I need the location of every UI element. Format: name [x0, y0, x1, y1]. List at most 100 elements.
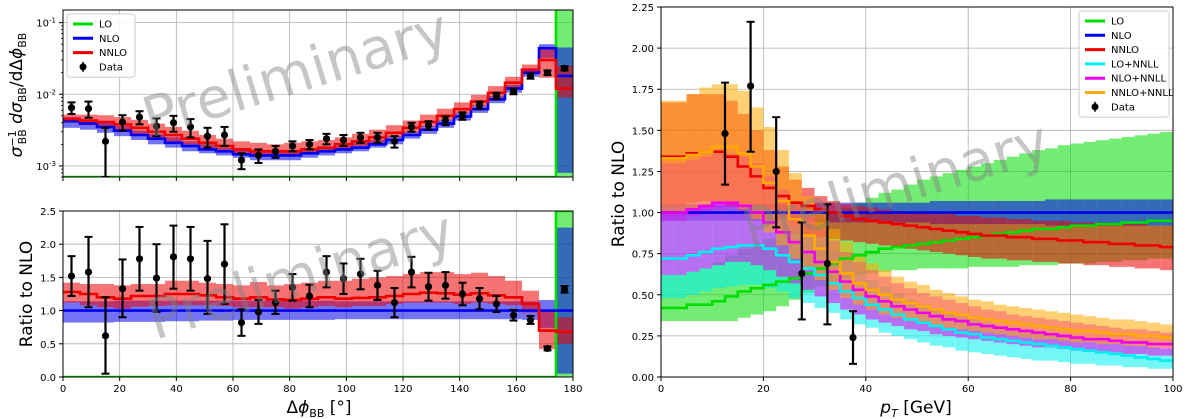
band-bin [763, 127, 777, 233]
legend-label: NNLO [99, 48, 127, 59]
band-bin [725, 84, 738, 203]
band-bin [853, 205, 866, 243]
data-point [254, 308, 263, 316]
data-point [203, 275, 212, 283]
axes-frame [62, 210, 574, 378]
step-line-lo-plus-nnll [661, 244, 1173, 362]
data-points [67, 64, 569, 177]
data-point [798, 269, 806, 277]
band-bin [776, 150, 789, 246]
band-bin [993, 304, 1007, 335]
data-point [475, 101, 484, 109]
band-bin [556, 317, 573, 344]
step-line-nlo-plus-nnll [661, 201, 1173, 346]
x-tick-label: 40 [170, 384, 183, 395]
band-bin [840, 242, 853, 299]
legend-label: NLO [99, 34, 120, 45]
axes-frame [62, 9, 574, 178]
y-tick-label: 0.00 [632, 373, 654, 384]
legend-marker [79, 63, 87, 71]
legend-label: NNLO [1111, 45, 1139, 56]
band-bin [865, 207, 879, 244]
band-bin [1070, 222, 1084, 264]
band-bin [929, 289, 943, 327]
band-bin [386, 125, 403, 138]
plot-area [63, 211, 573, 377]
data-point [373, 133, 382, 141]
data-point [118, 285, 127, 293]
data-point [339, 136, 348, 144]
band-bin [955, 296, 969, 330]
data-point [441, 116, 450, 125]
data-point [407, 268, 416, 276]
legend-label: Data [99, 62, 123, 73]
y-tick-label: 1.0 [40, 307, 56, 318]
band-bin [853, 255, 866, 305]
legend-entry: NNLO+NNLL [1085, 88, 1174, 99]
legend: LO NLO NNLO Data [66, 13, 136, 78]
band-bin [955, 215, 969, 256]
band-bin [1109, 319, 1122, 345]
data-point [135, 255, 144, 263]
data-point [67, 272, 76, 280]
band-bin [904, 212, 917, 249]
y-tick-label: 2.00 [632, 44, 654, 55]
bottom-left-ylabel: Ratio to NLO [17, 241, 37, 347]
y-tick-label: 0.25 [632, 332, 654, 343]
panel-right: 0 20 40 60 80 100 0.00 0.25 0.50 0.75 1.00 1.25 1.50… [632, 3, 1183, 395]
band-bin [929, 214, 943, 253]
x-tick-label: 20 [757, 384, 770, 395]
data-point [322, 135, 331, 143]
x-tick-label: 120 [393, 384, 412, 395]
data-point [169, 253, 178, 261]
band-bin [968, 299, 981, 331]
legend-label: LO [1111, 17, 1124, 28]
band-bin [981, 301, 994, 333]
y-tick-label: 0.50 [632, 291, 654, 302]
band-bin [699, 87, 713, 206]
x-tick-label: 40 [859, 384, 872, 395]
legend-label: LO+NNLL [1111, 59, 1159, 70]
legend-box [66, 13, 136, 78]
x-tick-label: 0 [60, 384, 66, 395]
x-tick-label: 140 [450, 384, 469, 395]
data-point [152, 122, 161, 130]
band-bin [233, 285, 250, 308]
y-tick-label: 2.0 [40, 240, 56, 251]
band-bin [1083, 222, 1097, 266]
legend: LO NLO NNLO LO+NNLL NLO+NNLL NNLO+NNLL Data [1078, 10, 1174, 118]
data-point [772, 167, 780, 176]
band-bin [80, 301, 97, 323]
step-line-nlo [63, 46, 573, 157]
legend-entry: Data [79, 61, 123, 73]
data-point [101, 332, 110, 340]
data-point [101, 137, 110, 145]
band-bin [1032, 309, 1045, 340]
data-point [305, 292, 314, 300]
y-tick-label: 0.5 [40, 340, 56, 351]
band-bin [942, 293, 956, 328]
x-tick-label: 20 [113, 384, 126, 395]
band-bin [917, 284, 930, 323]
step-line-nnlo [63, 58, 573, 153]
data-point [288, 283, 297, 291]
band-bin [1006, 219, 1020, 261]
band-bin [1109, 224, 1122, 267]
data-point [152, 274, 161, 282]
band-bin [250, 282, 267, 308]
top-left-ylabel: σ−1BB dσBB/dΔϕBB [6, 33, 29, 158]
legend-entry: NLO+NNLL [1085, 74, 1166, 85]
y-tick-label: 0.75 [632, 250, 654, 261]
data-point [356, 133, 365, 141]
legend-label: NLO [1111, 31, 1132, 42]
data-point [492, 300, 501, 308]
band-bin [891, 276, 905, 318]
plot-area [661, 20, 1173, 369]
legend-entry: LO+NNLL [1085, 59, 1159, 70]
data-point [390, 299, 399, 307]
data-point [509, 87, 518, 95]
band-bin [97, 284, 114, 308]
band-bin [233, 141, 250, 154]
x-tick-label: 0 [658, 384, 664, 395]
data-point [526, 72, 535, 80]
